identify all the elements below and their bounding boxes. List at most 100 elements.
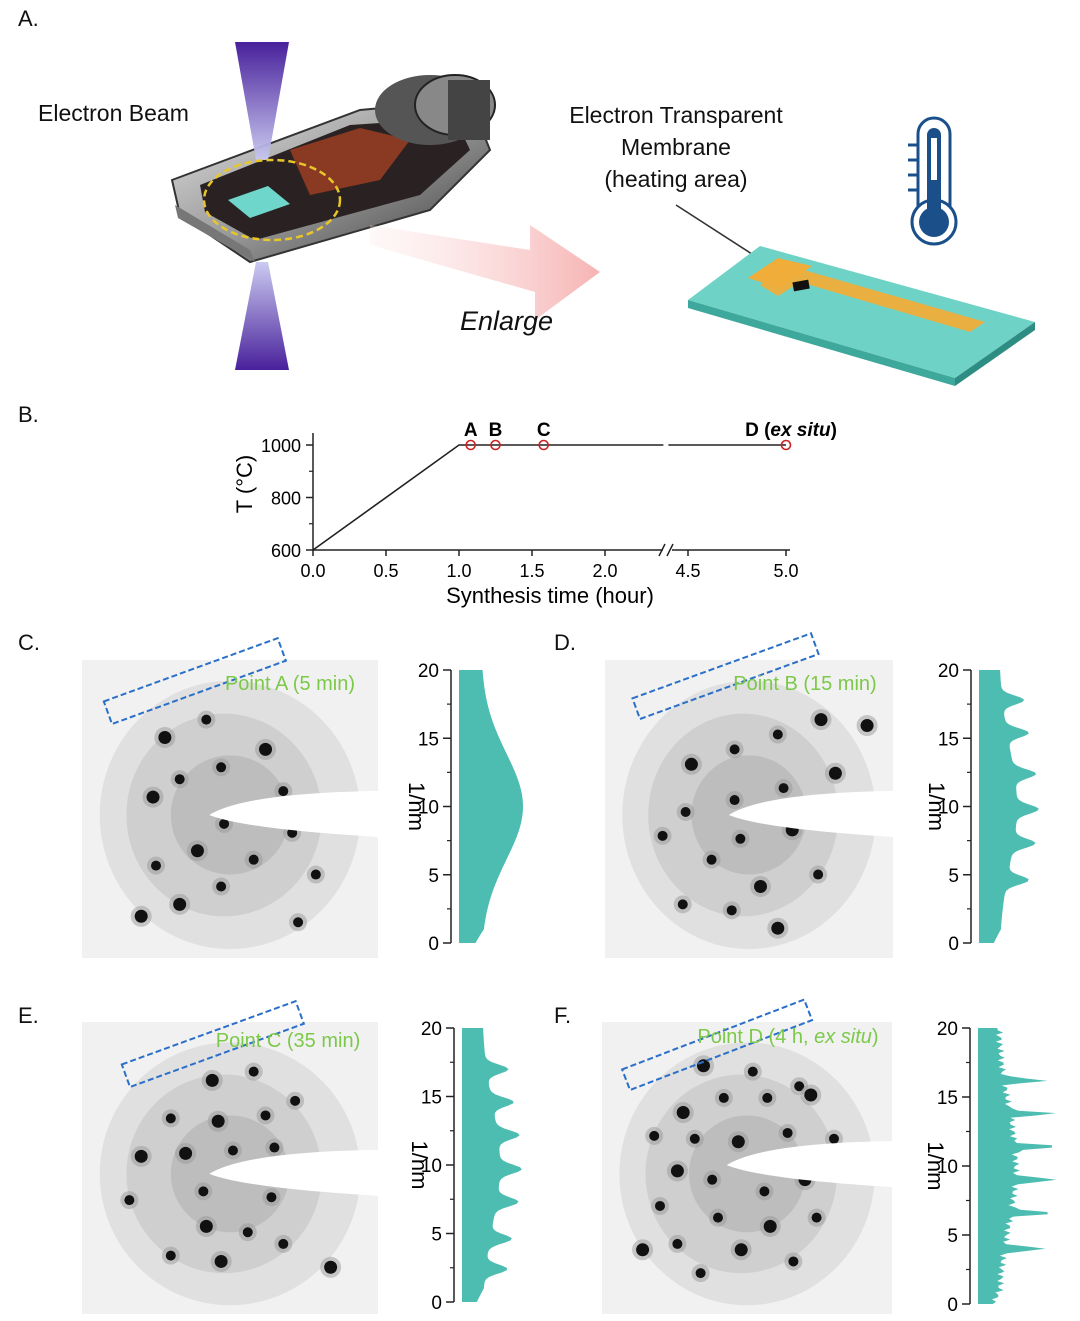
diffraction-spot [242, 1227, 253, 1238]
diffraction-spot [729, 744, 740, 755]
diffraction-spot [124, 1195, 135, 1206]
profile-tick-label: 15 [418, 729, 439, 750]
diffraction-spot [811, 1212, 822, 1223]
diffraction-spot [290, 1095, 301, 1106]
profile-tick-label: 10 [938, 798, 959, 819]
beam-stop [728, 790, 893, 837]
diffraction-spot [278, 1238, 289, 1249]
diffraction-spot [747, 1066, 758, 1077]
profile-tick-label: 0 [428, 934, 439, 955]
diffraction-spot [278, 786, 289, 797]
profile-tick-label: 15 [421, 1088, 442, 1109]
diffraction-spot [173, 897, 187, 911]
profile-tick-label: 20 [421, 1019, 442, 1040]
profile-axis-label: 1/nm [924, 782, 949, 831]
diffuse-core [689, 1115, 805, 1233]
diffraction-spot [260, 1110, 271, 1121]
profile-axis-label: 1/nm [407, 1141, 432, 1190]
diffraction-spot [201, 714, 212, 725]
intensity-profile [979, 670, 1039, 943]
membrane-label-line2: Membrane [621, 134, 731, 160]
diffraction-panel-d: Point B (15 min) 0 5 10 15 20 1/nm [605, 632, 1039, 958]
diffraction-spot [151, 860, 161, 871]
electron-beam-icon [235, 42, 289, 370]
diffraction-spot [680, 806, 691, 817]
diffraction-spot [324, 1260, 338, 1274]
diffraction-spot [670, 1164, 684, 1178]
profile-tick-label: 10 [418, 798, 439, 819]
enlarge-label: Enlarge [460, 306, 554, 336]
diffraction-spot [707, 1174, 718, 1185]
diffraction-spot [804, 1088, 818, 1102]
panel-a-illustration [170, 42, 1035, 386]
profile-tick-label: 20 [418, 661, 439, 682]
diffraction-spot [763, 1219, 777, 1233]
line-profile-box [102, 636, 288, 726]
diffraction-spot [205, 1073, 219, 1087]
diffraction-spot [754, 879, 768, 893]
diffraction-spot [718, 1092, 729, 1103]
diffraction-spot [788, 1256, 799, 1267]
diffraction-spot [684, 757, 698, 771]
diffraction-spot [219, 818, 230, 829]
line-profile-box [631, 632, 820, 721]
diffraction-spot [248, 1066, 259, 1077]
diffraction-spot [735, 833, 746, 844]
diffraction-spot [726, 905, 737, 916]
diffraction-spot [165, 1113, 176, 1124]
diffraction-spot [134, 909, 148, 923]
panel-title: Point B (15 min) [733, 673, 876, 695]
profile-tick-label: 0 [948, 934, 959, 955]
profile-tick-label: 5 [947, 1226, 958, 1247]
diffraction-spot [734, 1243, 748, 1257]
highlight-circle [202, 158, 342, 242]
beam-stop [209, 1149, 378, 1196]
intensity-profile [459, 670, 523, 943]
profile-tick-label: 10 [937, 1157, 958, 1178]
diffraction-panel-e: Point C (35 min) 0 5 10 15 20 1/nm [82, 999, 522, 1314]
diffraction-spot [310, 869, 321, 880]
diffraction-spot [266, 1192, 277, 1203]
membrane-label-line3: (heating area) [604, 166, 748, 192]
profile-axis-label: 1/nm [404, 782, 429, 831]
diffraction-spot [649, 1130, 660, 1141]
electron-beam-label: Electron Beam [38, 100, 189, 126]
membrane-label-line1: Electron Transparent [569, 102, 783, 128]
panel-label-a: A. [18, 6, 39, 31]
diffraction-spot [814, 713, 828, 727]
profile-tick-label: 15 [937, 1088, 958, 1109]
diffraction-panel-f: Point D (4 h, ex situ) 0 5 10 15 20 1/nm [602, 998, 1057, 1316]
diffraction-spot [731, 1135, 745, 1149]
panel-title: Point A (5 min) [225, 673, 355, 695]
enlarge-arrow-icon [370, 225, 600, 320]
panel-title: Point C (35 min) [216, 1030, 361, 1052]
diffraction-spot [214, 1254, 228, 1268]
diffraction-spot [190, 844, 204, 858]
diffraction-spot [198, 1186, 209, 1197]
diffraction-spot [689, 1133, 700, 1144]
profile-tick-label: 0 [431, 1293, 442, 1314]
profile-tick-label: 10 [421, 1156, 442, 1177]
diffraction-spot [794, 1081, 805, 1092]
diffraction-spot [259, 742, 273, 756]
diffraction-spot [174, 774, 185, 785]
diffraction-spot [293, 917, 304, 928]
diffraction-spot [762, 1092, 773, 1103]
line-profile-box [620, 998, 814, 1092]
diffraction-spot [216, 762, 227, 773]
diffraction-spot [211, 1114, 225, 1128]
profile-tick-label: 5 [428, 866, 439, 887]
profile-tick-label: 15 [938, 729, 959, 750]
profile-axis-label: 1/nm [923, 1142, 948, 1191]
intensity-profile [978, 1028, 1057, 1304]
diffraction-spot [771, 921, 785, 935]
beam-stop [726, 1141, 892, 1188]
panel-label-c: C. [18, 630, 40, 655]
panel-label-d: D. [554, 630, 576, 655]
panel-label-f: F. [554, 1003, 572, 1028]
diffraction-spot [146, 790, 160, 804]
diffraction-spot [158, 730, 172, 744]
profile-tick-label: 20 [938, 661, 959, 682]
diffraction-spot [860, 719, 874, 733]
